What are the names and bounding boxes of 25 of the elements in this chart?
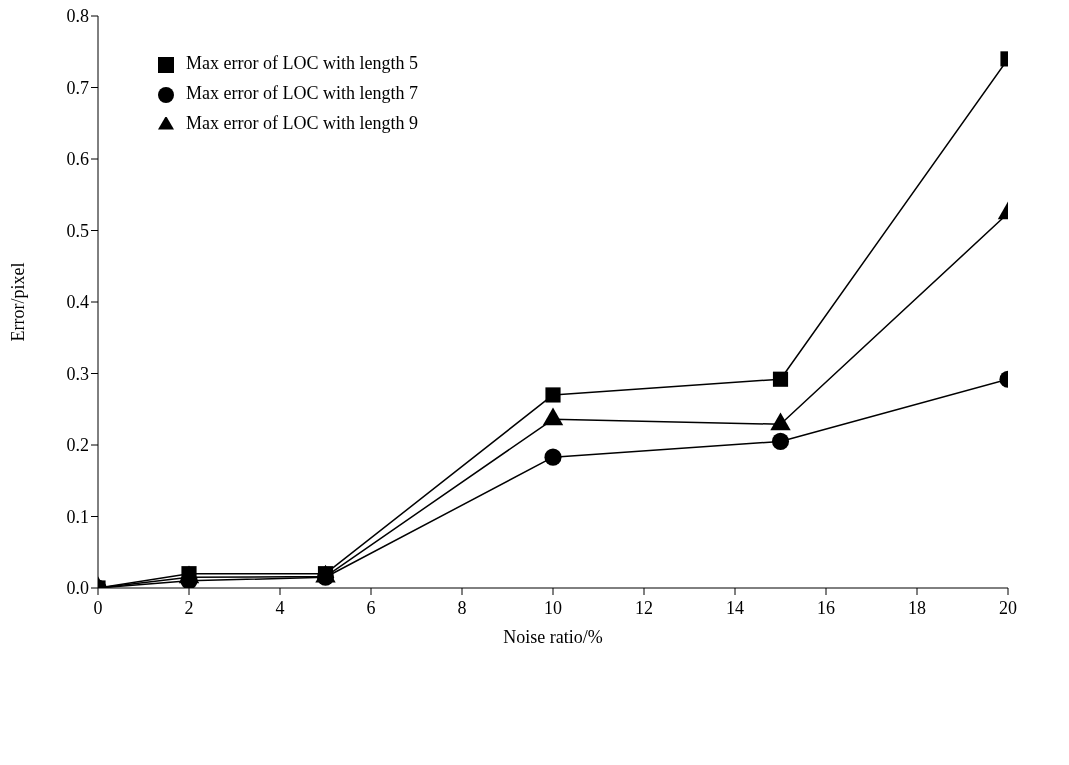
y-tick-label: 0.6	[66, 149, 89, 170]
y-tick-label: 0.8	[66, 6, 89, 27]
y-tick-label: 0.4	[66, 292, 89, 313]
y-tick-label: 0.5	[66, 220, 89, 241]
y-tick-label: 0.3	[66, 363, 89, 384]
legend-label: Max error of LOC with length 7	[186, 83, 418, 103]
x-tick-label: 8	[457, 597, 467, 618]
x-tick-label: 20	[999, 597, 1017, 618]
x-tick-label: 6	[366, 597, 376, 618]
legend-label: Max error of LOC with length 9	[186, 113, 418, 133]
y-tick-label: 0.2	[66, 435, 89, 456]
x-tick-label: 2	[184, 597, 194, 618]
x-tick-label: 10	[544, 597, 562, 618]
x-axis-title: Noise ratio/%	[503, 627, 603, 647]
x-tick-label: 12	[635, 597, 653, 618]
x-tick-label: 18	[908, 597, 926, 618]
x-tick-label: 4	[275, 597, 285, 618]
x-tick-label: 14	[726, 597, 744, 618]
y-tick-label: 0.7	[66, 77, 89, 98]
y-tick-label: 0.0	[66, 578, 89, 599]
x-tick-label: 0	[93, 597, 103, 618]
y-axis-title: Error/pixel	[8, 262, 29, 342]
legend-label: Max error of LOC with length 5	[186, 53, 418, 73]
y-tick-label: 0.1	[66, 506, 89, 527]
x-tick-label: 16	[817, 597, 835, 618]
